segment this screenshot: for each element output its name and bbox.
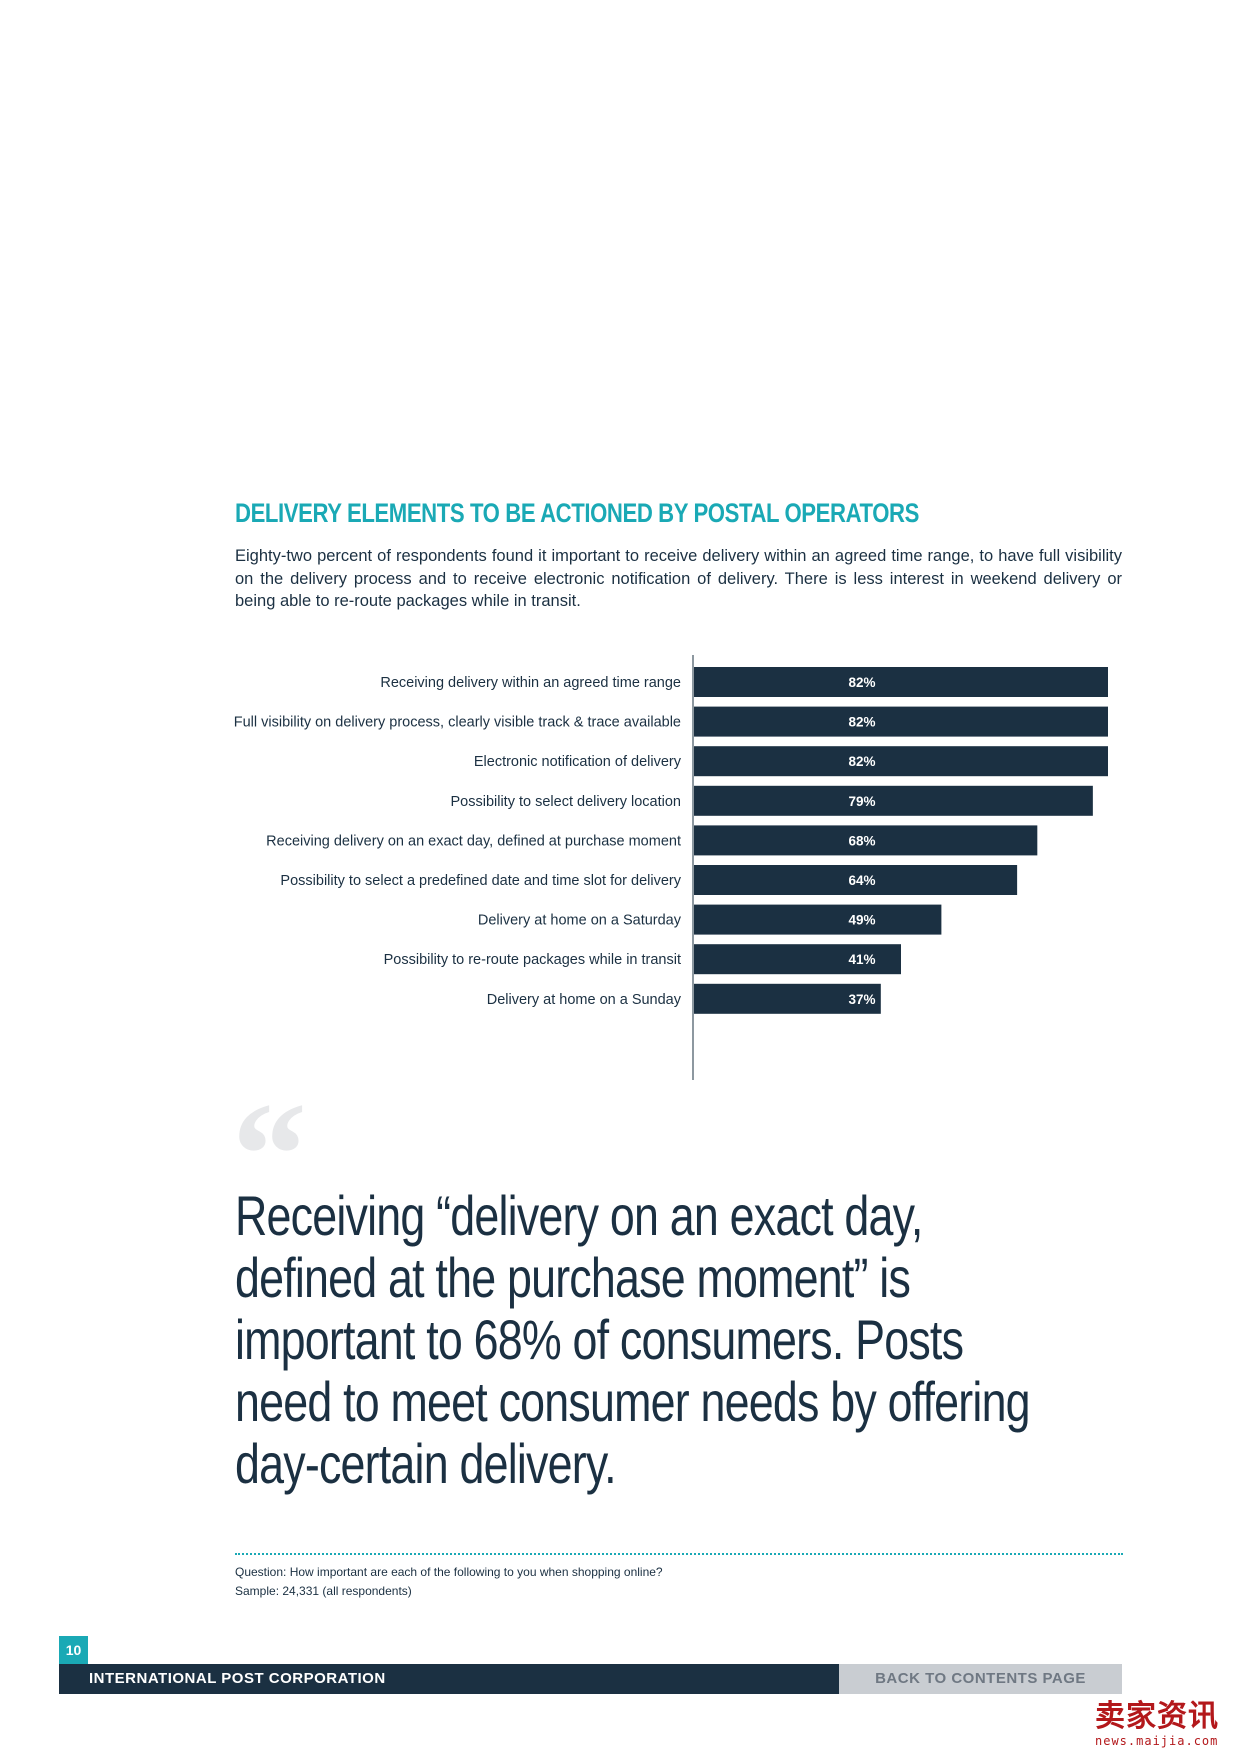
- bar-5: [694, 825, 1038, 856]
- category-label-1: Receiving delivery within an agreed time…: [380, 675, 681, 691]
- category-label-8: Possibility to re-route packages while i…: [384, 952, 681, 968]
- footnote-divider: [235, 1553, 1123, 1555]
- category-label-4: Possibility to select delivery location: [451, 794, 682, 810]
- footnote: Question: How important are each of the …: [235, 1563, 1035, 1601]
- quote-mark: “: [232, 1072, 307, 1238]
- category-label-5: Receiving delivery on an exact day, defi…: [266, 833, 681, 849]
- value-label-5: 68%: [848, 833, 875, 848]
- watermark-main: 卖家资讯: [1095, 1699, 1219, 1734]
- page-number: 10: [59, 1636, 88, 1664]
- bar-1: [694, 667, 1108, 697]
- footer-bar: INTERNATIONAL POST CORPORATION: [59, 1664, 839, 1694]
- value-label-7: 49%: [848, 913, 875, 928]
- footer-organization: INTERNATIONAL POST CORPORATION: [89, 1670, 386, 1687]
- value-label-1: 82%: [848, 675, 875, 690]
- pull-quote: Receiving “delivery on an exact day, def…: [235, 1184, 1031, 1495]
- bar-6: [694, 865, 1018, 895]
- bar-2: [694, 706, 1108, 737]
- value-label-9: 37%: [848, 992, 875, 1007]
- category-label-3: Electronic notification of delivery: [474, 754, 682, 770]
- back-to-contents-button[interactable]: BACK TO CONTENTS PAGE: [839, 1664, 1122, 1694]
- category-label-7: Delivery at home on a Saturday: [478, 913, 682, 929]
- intro-paragraph: Eighty-two percent of respondents found …: [235, 547, 1122, 610]
- footnote-question: Question: How important are each of the …: [235, 1565, 663, 1579]
- watermark-logo: 卖家资讯 news.maijia.com: [1095, 1700, 1235, 1750]
- bar-chart: Receiving delivery within an agreed time…: [234, 655, 1108, 1080]
- bar-7: [694, 904, 942, 935]
- bar-9: [694, 983, 881, 1014]
- bar-8: [694, 944, 901, 975]
- value-label-8: 41%: [848, 952, 875, 967]
- bar-4: [694, 785, 1093, 816]
- value-label-2: 82%: [848, 715, 875, 730]
- section-title: DELIVERY ELEMENTS TO BE ACTIONED BY POST…: [235, 498, 919, 528]
- value-label-6: 64%: [848, 873, 875, 888]
- bar-3: [694, 746, 1108, 777]
- category-label-2: Full visibility on delivery process, cle…: [234, 715, 681, 731]
- category-label-6: Possibility to select a predefined date …: [280, 873, 681, 889]
- watermark-sub: news.maijia.com: [1095, 1734, 1219, 1748]
- category-label-9: Delivery at home on a Sunday: [487, 992, 682, 1008]
- value-label-3: 82%: [848, 754, 875, 769]
- footnote-sample: Sample: 24,331 (all respondents): [235, 1584, 412, 1598]
- value-label-4: 79%: [848, 794, 875, 809]
